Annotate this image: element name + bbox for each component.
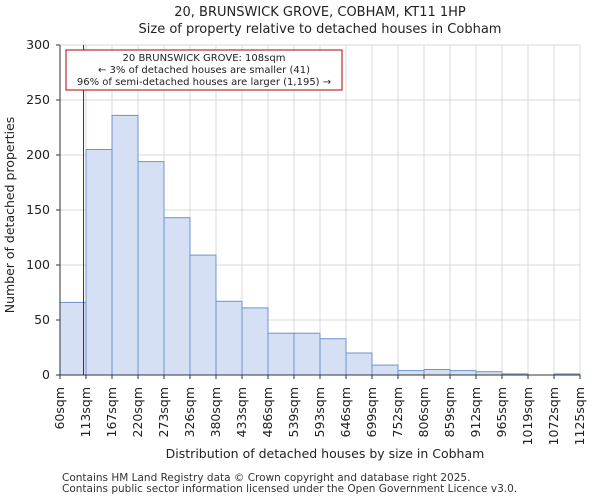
annotation-frame — [65, 49, 343, 91]
y-tick-label: 50 — [34, 312, 50, 327]
histogram-bar — [111, 114, 139, 376]
x-tick-label: 752sqm — [390, 387, 405, 437]
x-tick-label: 486sqm — [260, 387, 275, 437]
x-tick-label: 1072sqm — [546, 387, 561, 445]
x-tick-label: 60sqm — [52, 387, 67, 430]
y-tick-label: 100 — [26, 257, 50, 272]
annotation-line-1: 20 BRUNSWICK GROVE: 108sqm — [123, 53, 286, 64]
histogram-bar — [371, 364, 399, 376]
histogram-bar — [267, 332, 295, 376]
x-tick-label: 646sqm — [338, 387, 353, 437]
y-tick-label: 150 — [26, 202, 50, 217]
x-axis-label: Distribution of detached houses by size … — [166, 446, 485, 461]
x-tick-label: 539sqm — [286, 387, 301, 437]
histogram-bar — [59, 301, 87, 376]
histogram-bar — [423, 369, 451, 376]
y-axis-label: Number of detached properties — [2, 117, 17, 314]
x-tick-label: 912sqm — [468, 387, 483, 437]
annotation-box: 20 BRUNSWICK GROVE: 108sqm ← 3% of detac… — [65, 49, 343, 91]
x-tick-label: 326sqm — [182, 387, 197, 437]
annotation-line-2: ← 3% of detached houses are smaller (41) — [98, 65, 310, 76]
annotation-line-3: 96% of semi-detached houses are larger (… — [77, 77, 331, 88]
histogram-bar — [345, 352, 373, 376]
chart-subtitle: Size of property relative to detached ho… — [139, 22, 502, 37]
x-tick-label: 806sqm — [416, 387, 431, 437]
x-tick-label: 113sqm — [78, 387, 93, 437]
histogram-bar — [189, 254, 217, 376]
x-tick-label: 380sqm — [208, 387, 223, 437]
y-tick-label: 0 — [42, 367, 50, 382]
x-tick-label: 965sqm — [494, 387, 509, 437]
y-tick-labels: 0 50 100 150 200 250 300 — [26, 37, 60, 382]
y-tick-label: 300 — [26, 37, 50, 52]
y-tick-label: 250 — [26, 92, 50, 107]
x-tick-label: 593sqm — [312, 387, 327, 437]
histogram-bar — [85, 149, 113, 376]
x-tick-label: 167sqm — [104, 387, 119, 437]
histogram-bar — [449, 370, 477, 376]
x-tick-label: 273sqm — [156, 387, 171, 437]
histogram-bar — [241, 307, 269, 376]
chart-title: 20, BRUNSWICK GROVE, COBHAM, KT11 1HP — [174, 5, 466, 20]
y-tick-label: 200 — [26, 147, 50, 162]
bars — [59, 114, 581, 376]
x-tick-label: 699sqm — [364, 387, 379, 437]
histogram-bar — [293, 332, 321, 376]
histogram-bar — [137, 161, 165, 376]
x-tick-label: 1019sqm — [520, 387, 535, 445]
footer-line-2: Contains public sector information licen… — [62, 483, 518, 495]
x-tick-label: 859sqm — [442, 387, 457, 437]
x-tick-label: 1125sqm — [572, 387, 587, 445]
histogram-bar — [397, 370, 425, 376]
x-tick-label: 433sqm — [234, 387, 249, 437]
histogram-bar — [215, 300, 243, 376]
histogram-bar — [319, 338, 347, 376]
x-tick-labels: 60sqm 113sqm 167sqm 220sqm 273sqm 326sqm 380sq… — [52, 375, 587, 445]
x-tick-label: 220sqm — [130, 387, 145, 437]
footer-line-1: Contains HM Land Registry data © Crown c… — [62, 472, 471, 484]
histogram-bar — [163, 217, 191, 376]
